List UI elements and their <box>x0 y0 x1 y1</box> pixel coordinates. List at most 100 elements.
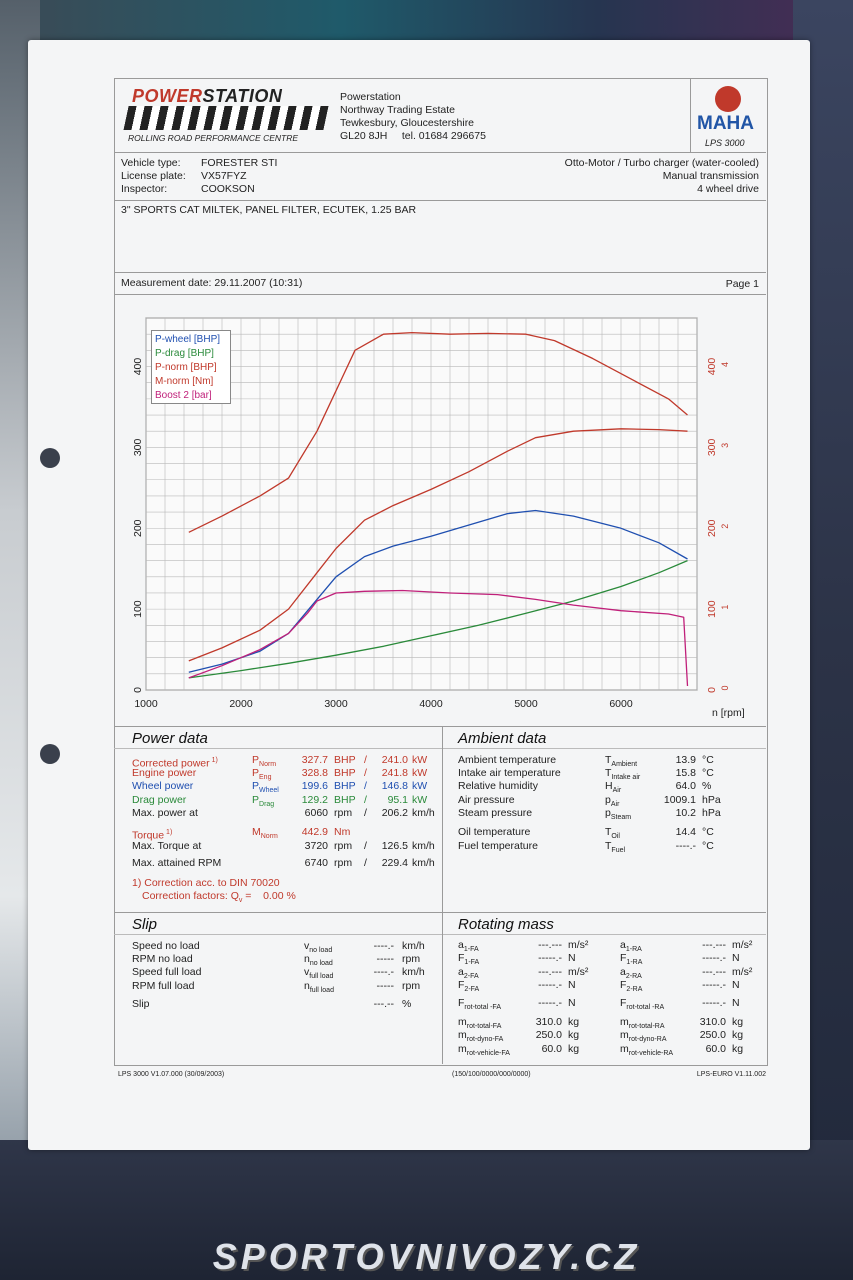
footer-euro-version: LPS-EURO V1.11.002 <box>696 1071 766 1078</box>
rotating-ra-symbol: mrot-total-RA <box>620 1016 665 1031</box>
rotating-fa-symbol: F1-FA <box>458 952 480 967</box>
footer-config-code: (150/100/0000/000/0000) <box>452 1071 531 1078</box>
power-row-unit-2: kW <box>412 767 428 779</box>
address-line-2: Northway Trading Estate <box>340 104 455 116</box>
power-row-symbol: PDrag <box>252 794 275 809</box>
report-frame <box>114 78 768 1066</box>
vehicle-type-value: FORESTER STI <box>201 157 278 169</box>
power-row-symbol: PEng <box>252 767 272 782</box>
rotating-ra-unit: m/s² <box>732 939 753 951</box>
power-row-separator: / <box>364 807 367 819</box>
power-row-unit-1: BHP <box>334 780 356 792</box>
slip-row-symbol: nno load <box>304 953 333 968</box>
power-row-label: Corrected power 1) <box>132 757 218 770</box>
power-row-unit-1: BHP <box>334 754 356 766</box>
divider <box>114 152 766 153</box>
rotating-ra-symbol: mrot-dyno-RA <box>620 1029 667 1044</box>
slip-row-value: ----- <box>376 953 394 965</box>
rotating-ra-unit: kg <box>732 1029 744 1041</box>
rotating-ra-unit: m/s² <box>732 966 753 978</box>
ambient-row-label: Ambient temperature <box>458 754 557 766</box>
legend-p-norm: P-norm [BHP] <box>155 362 217 373</box>
rotating-mass-title: Rotating mass <box>458 916 554 933</box>
chart-legend: P-wheel [BHP] P-drag [BHP] P-norm [BHP] … <box>151 330 231 404</box>
legend-boost: Boost 2 [bar] <box>155 390 212 401</box>
ambient-row-value: 14.4 <box>675 826 696 838</box>
rotating-fa-value: -----.- <box>538 997 562 1009</box>
divider <box>114 272 766 273</box>
ambient-row-value: 15.8 <box>675 767 696 779</box>
power-row-unit-1: Nm <box>334 826 351 838</box>
drive-type: 4 wheel drive <box>697 183 759 195</box>
divider <box>442 726 443 1064</box>
slip-row-value: ---.-- <box>373 998 394 1010</box>
rotating-fa-symbol: Frot-total -FA <box>458 997 501 1012</box>
rotating-fa-unit: N <box>568 979 576 991</box>
ambient-row-symbol: TFuel <box>605 840 626 855</box>
rotating-ra-symbol: a2-RA <box>620 966 642 981</box>
power-row-value-1: 129.2 <box>301 794 328 806</box>
ambient-row-symbol: TOil <box>605 826 620 841</box>
legend-m-norm: M-norm [Nm] <box>155 376 214 387</box>
rotating-fa-value: ---.--- <box>538 939 562 951</box>
rotating-fa-symbol: mrot-dyno-FA <box>458 1029 504 1044</box>
rotating-ra-value: 250.0 <box>699 1029 726 1041</box>
checkered-flag-logo <box>123 106 329 130</box>
page-number: Page 1 <box>725 278 759 290</box>
slip-row-symbol: vfull load <box>304 966 334 981</box>
rotating-ra-unit: N <box>732 979 740 991</box>
power-row-value-1: 442.9 <box>301 826 328 838</box>
power-row-value-1: 6060 <box>304 807 328 819</box>
power-row-unit-2: kW <box>412 780 428 792</box>
ambient-row-unit: °C <box>702 767 714 779</box>
power-row-label: Max. attained RPM <box>132 857 222 869</box>
rotating-fa-symbol: a1-FA <box>458 939 479 954</box>
power-row-value-2: 95.1 <box>387 794 408 806</box>
ambient-row-label: Steam pressure <box>458 807 533 819</box>
ambient-row-value: 64.0 <box>675 780 696 792</box>
slip-row-unit: rpm <box>402 980 421 992</box>
ambient-data-title: Ambient data <box>458 730 547 747</box>
power-row-unit-2: kW <box>412 754 428 766</box>
slip-row-label: RPM full load <box>132 980 195 992</box>
power-row-value-1: 328.8 <box>301 767 328 779</box>
power-row-value-2: 206.2 <box>381 807 408 819</box>
power-row-value-1: 199.6 <box>301 780 328 792</box>
rotating-fa-unit: kg <box>568 1016 580 1028</box>
power-row-unit-2: kW <box>412 794 428 806</box>
punch-hole-upper <box>40 448 60 468</box>
rotating-fa-value: ---.--- <box>538 966 562 978</box>
rotating-fa-symbol: mrot-vehicle-FA <box>458 1043 510 1058</box>
vehicle-type-label: Vehicle type: <box>121 157 181 169</box>
license-plate-value: VX57FYZ <box>201 170 247 182</box>
license-plate-label: License plate: <box>121 170 186 182</box>
slip-row-unit: % <box>402 998 412 1010</box>
power-row-label: Drag power <box>132 794 187 806</box>
power-data-title: Power data <box>132 730 208 747</box>
rotating-fa-unit: kg <box>568 1029 580 1041</box>
ambient-row-unit: °C <box>702 754 714 766</box>
power-row-label: Torque 1) <box>132 829 173 842</box>
watermark: SPORTOVNIVOZY.CZ <box>212 1236 641 1277</box>
ambient-row-symbol: pAir <box>605 794 620 809</box>
power-row-separator: / <box>364 754 367 766</box>
divider <box>114 200 766 201</box>
address-line-4: GL20 8JH tel. 01684 296675 <box>340 130 486 142</box>
slip-title: Slip <box>132 916 158 933</box>
rotating-fa-symbol: mrot-total-FA <box>458 1016 502 1031</box>
address-line-3: Tewkesbury, Gloucestershire <box>340 117 475 129</box>
power-row-separator: / <box>364 780 367 792</box>
power-row-separator: / <box>364 794 367 806</box>
slip-row-unit: km/h <box>402 966 425 978</box>
inspector-label: Inspector: <box>121 183 168 195</box>
rotating-fa-unit: kg <box>568 1043 580 1055</box>
maha-emblem-icon <box>715 86 741 112</box>
ambient-row-unit: °C <box>702 840 714 852</box>
ambient-row-label: Fuel temperature <box>458 840 538 852</box>
ambient-row-unit: hPa <box>702 794 721 806</box>
power-row-value-2: 126.5 <box>381 840 408 852</box>
power-row-value-2: 241.8 <box>381 767 408 779</box>
address-line-1: Powerstation <box>340 91 401 103</box>
divider <box>114 748 766 749</box>
rotating-ra-symbol: F1-RA <box>620 952 643 967</box>
